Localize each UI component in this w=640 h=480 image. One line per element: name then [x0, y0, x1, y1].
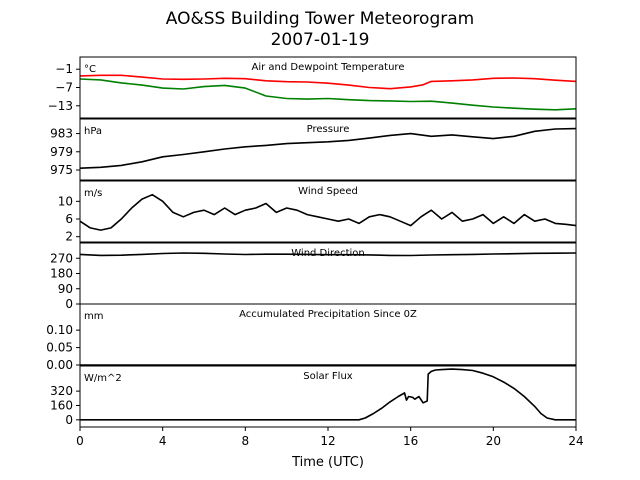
y-tick-label: 983	[50, 127, 73, 141]
panel-title: Wind Direction	[291, 248, 365, 259]
y-tick-label: 979	[50, 145, 73, 159]
x-tick-label: 0	[76, 434, 84, 448]
panel-frame	[79, 303, 577, 366]
x-tick-label: 12	[320, 434, 335, 448]
panel-title: Wind Speed	[298, 186, 358, 197]
y-tick-label: 320	[50, 384, 73, 398]
x-tick-label: 16	[403, 434, 418, 448]
y-tick-label: 2	[65, 230, 73, 244]
figure-title-line1: AO&SS Building Tower Meteorogram	[166, 9, 474, 29]
y-tick-label: −13	[48, 99, 73, 113]
y-tick-label: 180	[50, 267, 73, 281]
panel-3: 2 6 10 m/s Wind Speed	[58, 180, 577, 244]
panels: −1 −7 −13 °C Air and Dewpoint Temperature 975…	[46, 56, 577, 431]
panel-2: 975 979 983 hPa Pressure	[50, 118, 577, 181]
x-tick-label: 20	[486, 434, 501, 448]
series-line-solar	[80, 368, 576, 421]
panel-title: Pressure	[307, 124, 350, 135]
y-tick-label: −1	[55, 62, 73, 76]
y-tick-label: 975	[50, 163, 73, 177]
panel-unit-label: hPa	[84, 126, 102, 137]
series-line-wind_speed	[79, 193, 577, 231]
series-line-wind_direction	[79, 252, 577, 257]
y-tick-label: 0	[65, 413, 73, 427]
panel-frame	[79, 118, 577, 181]
panel-unit-label: mm	[84, 311, 103, 322]
y-tick-label: 0.00	[46, 358, 73, 372]
y-tick-label: 0.05	[46, 341, 73, 355]
y-tick-label: 270	[50, 251, 73, 265]
panel-frame	[79, 180, 577, 243]
y-tick-label: 160	[50, 398, 73, 412]
x-axis: 0 4 8 12 16 20 24	[76, 434, 583, 448]
panel-title: Air and Dewpoint Temperature	[252, 62, 405, 73]
x-tick-label: 4	[159, 434, 167, 448]
panel-unit-label: W/m^2	[84, 373, 122, 384]
panel-unit-label: m/s	[84, 188, 102, 199]
series-line-air	[79, 74, 577, 90]
panel-unit-label: °C	[84, 64, 96, 75]
y-tick-label: 10	[58, 194, 73, 208]
panel-5: 0.00 0.05 0.10 mm Accumulated Precipitation …	[46, 303, 577, 372]
series-line-pressure	[79, 127, 577, 169]
x-tick-label: 8	[242, 434, 250, 448]
y-tick-label: 6	[65, 212, 73, 226]
panel-title: Accumulated Precipitation Since 0Z	[239, 309, 417, 320]
x-axis-label: Time (UTC)	[291, 455, 364, 470]
y-tick-label: 90	[58, 282, 73, 296]
panel-1: −1 −7 −13 °C Air and Dewpoint Temperature	[48, 56, 577, 119]
series-line-dew	[79, 78, 577, 111]
panel-title: Solar Flux	[303, 371, 353, 382]
y-tick-label: −7	[55, 81, 73, 95]
y-tick-label: 0	[65, 297, 73, 311]
figure-title-line2: 2007-01-19	[271, 30, 370, 50]
y-tick-label: 0.10	[46, 323, 73, 337]
x-tick-label: 24	[568, 434, 583, 448]
